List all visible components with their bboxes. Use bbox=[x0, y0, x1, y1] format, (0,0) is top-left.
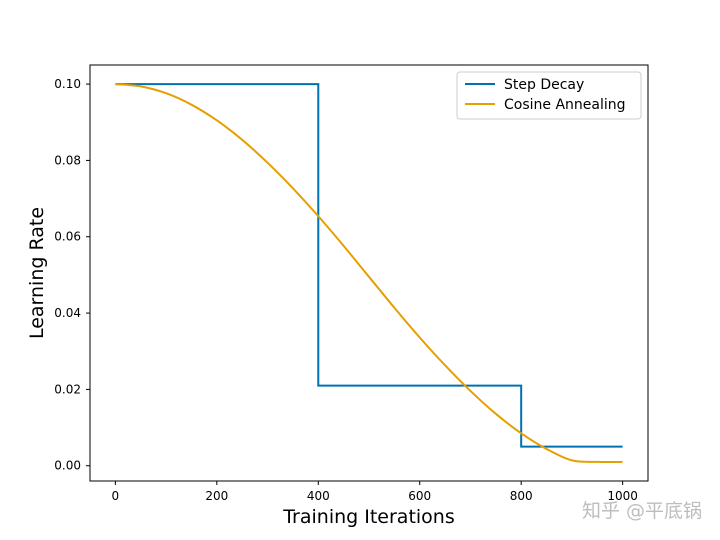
legend-label-cosine-annealing: Cosine Annealing bbox=[504, 97, 626, 113]
y-axis-label: Learning Rate bbox=[26, 207, 48, 339]
y-tick-label: 0.08 bbox=[54, 153, 81, 167]
series-line-cosine-annealing bbox=[115, 83, 623, 464]
x-axis-ticks: 0 200 400 600 800 1000 bbox=[112, 481, 638, 503]
series-line-step-decay bbox=[115, 83, 623, 448]
legend: Step Decay Cosine Annealing bbox=[456, 71, 642, 120]
x-tick-label: 800 bbox=[510, 489, 533, 503]
legend-label-step-decay: Step Decay bbox=[504, 77, 584, 93]
y-tick-label: 0.04 bbox=[54, 306, 81, 320]
y-tick-label: 0.10 bbox=[54, 77, 81, 91]
x-tick-label: 0 bbox=[112, 489, 120, 503]
axes-frame bbox=[89, 64, 649, 482]
y-tick-label: 0.00 bbox=[54, 459, 81, 473]
watermark: 知乎 @平底锅 bbox=[582, 500, 702, 522]
y-axis-ticks: 0.00 0.02 0.04 0.06 0.08 0.10 bbox=[54, 77, 90, 473]
x-tick-label: 200 bbox=[205, 489, 228, 503]
x-tick-label: 1000 bbox=[607, 489, 638, 503]
plot-area bbox=[115, 83, 623, 464]
y-tick-label: 0.06 bbox=[54, 230, 81, 244]
y-tick-label: 0.02 bbox=[54, 382, 81, 396]
legend-box bbox=[456, 71, 642, 120]
x-tick-label: 600 bbox=[408, 489, 431, 503]
x-tick-label: 400 bbox=[307, 489, 330, 503]
x-axis-label: Training Iterations bbox=[282, 506, 455, 528]
